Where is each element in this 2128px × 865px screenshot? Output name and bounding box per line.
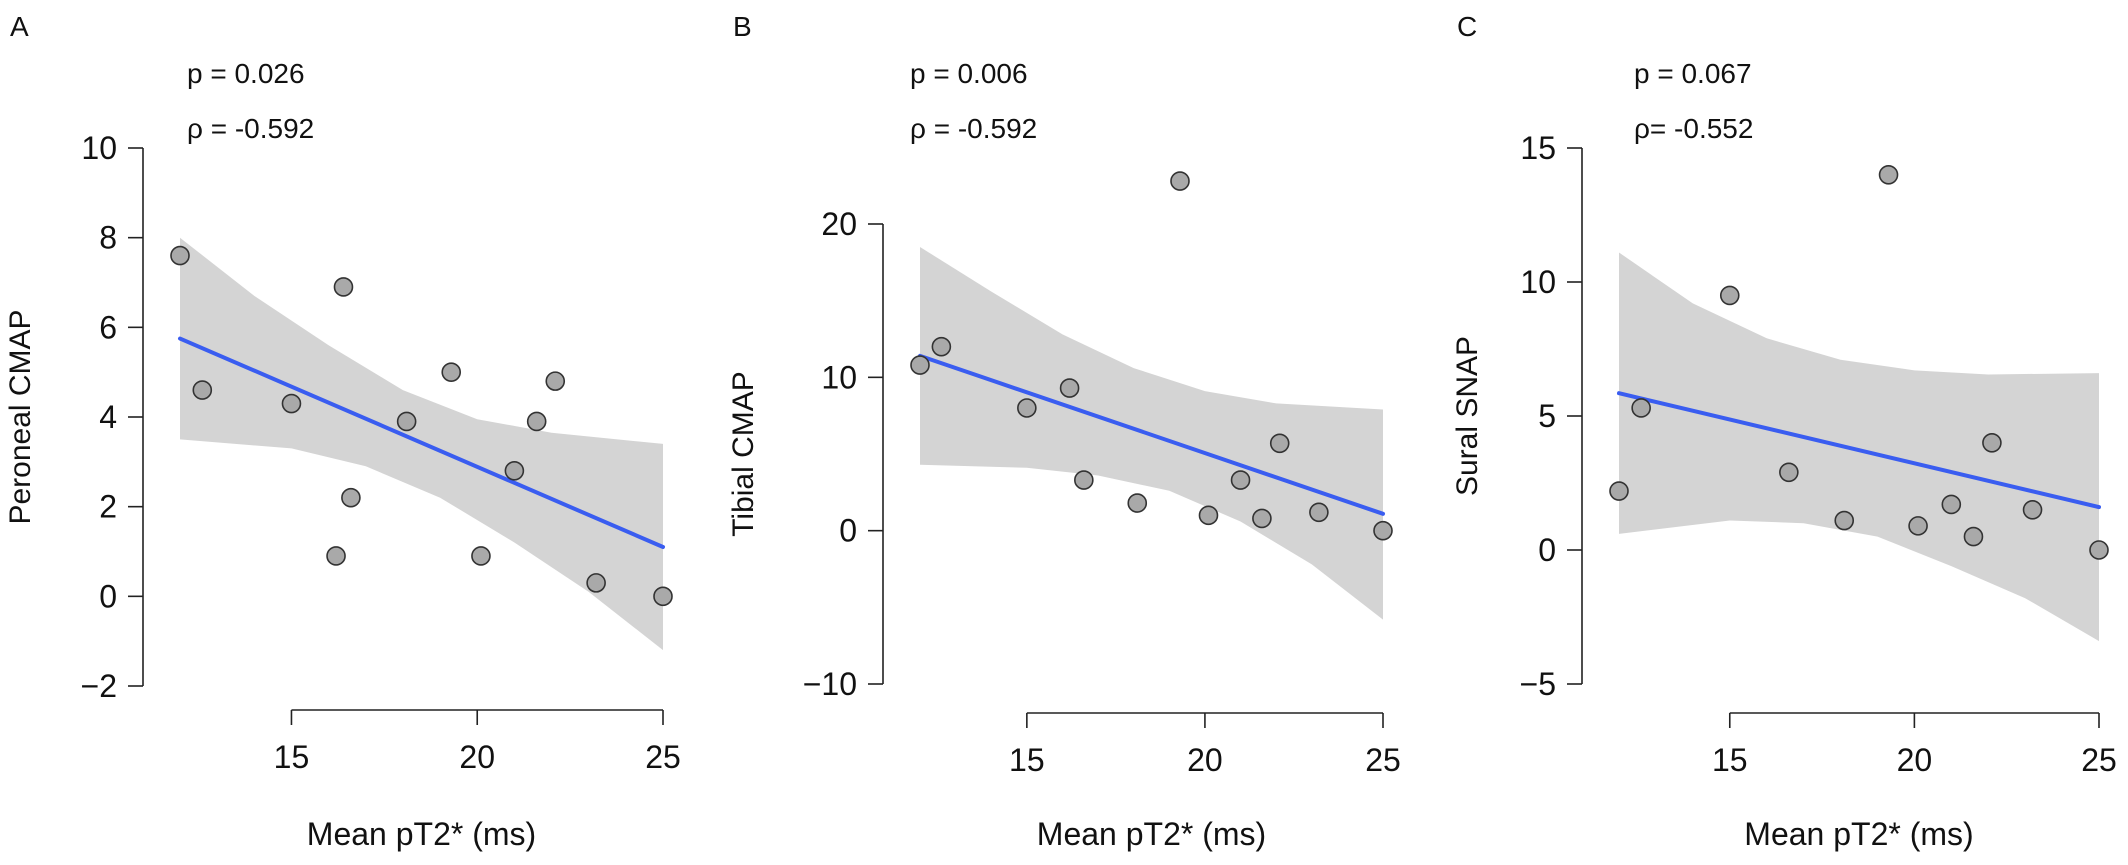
data-point (1779, 462, 1799, 483)
x-tick-label: 15 (1712, 742, 1748, 778)
y-axis-title: Tibial CMAP (727, 371, 760, 537)
x-tick-label: 25 (1365, 742, 1401, 778)
panel-a: −2 0 2 4 6 8 10 15 20 25 Mean pT2* (ms) Peroneal CM… (4, 11, 681, 852)
y-tick-label: 0 (1538, 532, 1556, 568)
y-tick-label: −2 (81, 668, 117, 704)
y-tick-label: −5 (1520, 666, 1556, 702)
data-point (545, 371, 566, 391)
data-point (281, 393, 302, 414)
rho-annotation: ρ = -0.592 (910, 113, 1037, 144)
y-tick-label: 15 (1520, 130, 1556, 166)
y-tick-label: 2 (99, 489, 117, 525)
data-point (931, 336, 952, 357)
data-point (653, 586, 673, 607)
data-point (1230, 470, 1251, 490)
y-tick-label: 8 (99, 220, 117, 256)
confidence-band (1619, 252, 2099, 642)
y-tick-label: 5 (1538, 398, 1556, 434)
data-point (341, 487, 361, 508)
data-point (1941, 494, 1962, 515)
p-value-annotation: p = 0.026 (187, 58, 305, 89)
x-tick-label: 15 (1009, 742, 1045, 778)
data-point (1834, 510, 1855, 531)
x-tick-label: 25 (645, 739, 681, 775)
data-point (1127, 493, 1148, 513)
x-axis-title: Mean pT2* (ms) (307, 816, 536, 852)
y-tick-label: 4 (99, 399, 117, 435)
data-point (1074, 470, 1094, 490)
y-tick-label: 0 (839, 513, 857, 549)
data-point (1309, 502, 1329, 523)
data-point (586, 573, 606, 593)
p-value-annotation: p = 0.067 (1634, 58, 1752, 89)
data-point (1982, 432, 2002, 453)
x-tick-label: 20 (1897, 742, 1933, 778)
data-point (2022, 499, 2043, 520)
data-point (910, 355, 930, 375)
y-tick-label: 0 (99, 578, 117, 614)
data-point (1252, 508, 1272, 529)
y-axis-title: Peroneal CMAP (4, 309, 37, 524)
panel-label: C (1457, 11, 1477, 42)
rho-annotation: ρ = -0.592 (187, 113, 314, 144)
regression-line (178, 336, 665, 550)
data-point (1017, 398, 1037, 418)
panel-c: −5 0 5 10 15 15 20 25 Mean pT2* (ms) Sural SNAP Cp… (1451, 11, 2117, 852)
data-point (1908, 516, 1928, 536)
data-point (2089, 540, 2109, 560)
data-point (170, 245, 190, 266)
y-tick-label: −10 (803, 666, 857, 702)
x-tick-label: 15 (274, 739, 310, 775)
x-axis-title: Mean pT2* (ms) (1037, 816, 1266, 852)
data-point (504, 460, 525, 481)
x-tick-label: 25 (2081, 742, 2117, 778)
data-point (396, 411, 417, 432)
data-point (192, 380, 213, 400)
panel-label: A (10, 11, 29, 42)
data-point (526, 411, 547, 432)
rho-annotation: ρ= -0.552 (1634, 113, 1753, 144)
data-point (1878, 165, 1899, 185)
y-tick-label: 10 (1520, 264, 1556, 300)
y-tick-label: 10 (81, 130, 117, 166)
regression-line (1617, 391, 2101, 510)
data-point (1373, 520, 1393, 541)
y-tick-label: 20 (821, 206, 857, 242)
data-point (1198, 505, 1219, 526)
data-point (1719, 285, 1740, 306)
data-point (1609, 481, 1629, 501)
data-point (326, 546, 346, 566)
x-tick-label: 20 (459, 739, 495, 775)
data-point (1963, 526, 1984, 547)
x-axis-title: Mean pT2* (ms) (1744, 816, 1973, 852)
data-point (1631, 398, 1651, 418)
data-point (441, 362, 462, 382)
data-point (1059, 378, 1080, 398)
p-value-annotation: p = 0.006 (910, 58, 1028, 89)
y-axis-title: Sural SNAP (1451, 336, 1484, 496)
data-point (471, 546, 491, 566)
x-tick-label: 20 (1187, 742, 1223, 778)
y-tick-label: 10 (821, 359, 857, 395)
data-point (1170, 171, 1190, 191)
panel-label: B (733, 11, 752, 42)
data-point (1269, 433, 1290, 454)
data-point (333, 277, 354, 297)
panel-b: −10 0 10 20 15 20 25 Mean pT2* (ms) Tibial CMAP B… (727, 11, 1401, 852)
y-tick-label: 6 (99, 309, 117, 345)
regression-line (918, 353, 1385, 516)
